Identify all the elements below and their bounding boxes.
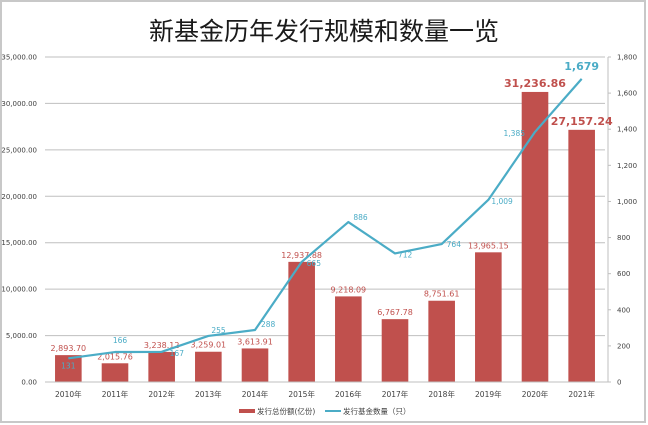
x-axis: 2010年 2011年 2012年 2013年 2014年 2015年 2016年 2017年… xyxy=(45,381,608,399)
bar xyxy=(288,261,315,382)
x-tick-label: 2018年 xyxy=(428,389,455,399)
legend: 发行总份额(亿份) 发行基金数量（只） xyxy=(239,406,411,416)
bar xyxy=(335,296,362,382)
left-tick-label: 10,000.00 xyxy=(1,286,37,294)
right-axis: 0 200 400 600 800 1,000 1,200 1,400 1,600 1,800 xyxy=(607,54,637,387)
right-tick-label: 400 xyxy=(617,306,630,314)
line-data-label: 712 xyxy=(398,250,413,259)
gridlines xyxy=(45,56,605,383)
bar xyxy=(568,129,595,382)
line-data-label: 288 xyxy=(261,320,276,329)
right-tick-label: 1,800 xyxy=(617,54,637,62)
bar-data-label: 3,259.01 xyxy=(191,341,227,350)
right-tick-label: 1,600 xyxy=(617,90,637,98)
right-tick-label: 600 xyxy=(617,270,630,278)
left-tick-label: 5,000.00 xyxy=(6,332,37,340)
bar-data-label: 9,218.09 xyxy=(331,285,367,294)
bar-data-label: 2,893.70 xyxy=(51,344,87,353)
line-data-label: 1,009 xyxy=(491,197,513,206)
line-data-label: 255 xyxy=(211,326,226,335)
right-tick-label: 1,000 xyxy=(617,198,637,206)
bar xyxy=(55,355,82,382)
legend-line-label: 发行基金数量（只） xyxy=(343,406,411,416)
x-tick-label: 2020年 xyxy=(522,389,549,399)
x-tick-label: 2017年 xyxy=(382,389,409,399)
right-tick-label: 800 xyxy=(617,234,630,242)
bar-data-label: 27,157.24 xyxy=(551,115,613,128)
chart-title: 新基金历年发行规模和数量一览 xyxy=(148,17,499,46)
bar-labels: 2,893.70 2,015.76 3,238.12 3,259.01 3,613.91… xyxy=(51,77,613,361)
bar xyxy=(241,348,269,382)
bar-data-label: 6,767.78 xyxy=(377,308,413,317)
right-tick-label: 0 xyxy=(617,379,621,387)
bar-data-label: 12,937.88 xyxy=(281,251,322,260)
bar-data-label: 31,236.86 xyxy=(504,77,566,90)
line-path xyxy=(68,78,583,360)
bar xyxy=(148,351,175,382)
line-data-label: 1,385 xyxy=(504,129,526,138)
x-tick-label: 2019年 xyxy=(475,389,502,399)
line-labels: 131 166 167 255 288 665 886 712 764 1,009 1,385 1,6… xyxy=(61,60,599,371)
bar-data-label: 2,015.76 xyxy=(97,352,133,361)
left-axis: 0.00 5,000.00 10,000.00 15,000.00 20,000.00 2… xyxy=(1,54,37,387)
legend-bar-label: 发行总份额(亿份) xyxy=(257,406,315,416)
x-tick-label: 2021年 xyxy=(568,389,595,399)
line-data-label: 131 xyxy=(61,361,76,370)
left-tick-label: 30,000.00 xyxy=(1,100,37,108)
line-data-label: 166 xyxy=(113,336,128,345)
bar xyxy=(195,351,222,382)
bar-data-label: 8,751.61 xyxy=(424,290,460,299)
line-data-label: 167 xyxy=(170,349,185,358)
line-data-label: 665 xyxy=(307,259,322,268)
bar-data-label: 3,613.91 xyxy=(237,337,273,346)
bar xyxy=(101,363,129,382)
x-tick-label: 2013年 xyxy=(195,389,222,399)
bar-data-label: 13,965.15 xyxy=(468,241,509,250)
bar-data-label: 3,238.12 xyxy=(144,341,180,350)
bar xyxy=(521,91,549,382)
right-tick-label: 1,200 xyxy=(617,162,637,170)
x-tick-label: 2014年 xyxy=(242,389,269,399)
right-tick-label: 1,400 xyxy=(617,126,637,134)
left-tick-label: 20,000.00 xyxy=(1,193,37,201)
legend-bar-swatch xyxy=(239,409,255,413)
line-data-label: 764 xyxy=(447,240,462,249)
bar xyxy=(428,300,455,382)
x-tick-label: 2011年 xyxy=(102,389,129,399)
bar xyxy=(381,319,409,382)
x-tick-label: 2016年 xyxy=(335,389,362,399)
bar-series xyxy=(55,91,595,382)
left-tick-label: 0.00 xyxy=(21,379,37,387)
line-data-label: 886 xyxy=(353,213,368,222)
x-tick-label: 2012年 xyxy=(148,389,175,399)
x-tick-label: 2010年 xyxy=(55,389,82,399)
line-series xyxy=(68,78,583,360)
right-tick-label: 200 xyxy=(617,342,630,350)
left-tick-label: 25,000.00 xyxy=(1,146,37,154)
bar xyxy=(475,252,502,382)
line-data-label: 1,679 xyxy=(564,60,599,73)
x-tick-label: 2015年 xyxy=(288,389,315,399)
left-tick-label: 15,000.00 xyxy=(1,239,37,247)
left-tick-label: 35,000.00 xyxy=(1,54,37,62)
